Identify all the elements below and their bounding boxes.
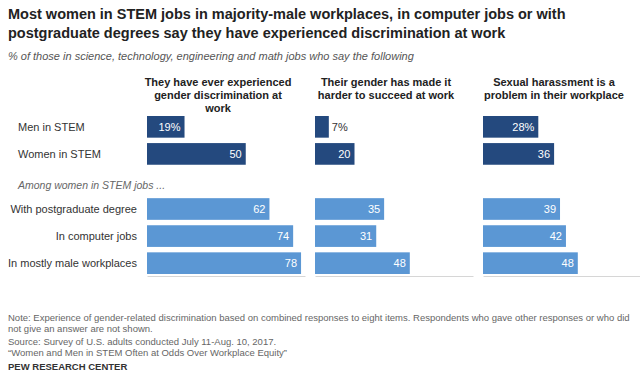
bar: [147, 143, 246, 165]
data-label: 28%: [512, 121, 534, 133]
data-label: 78: [285, 257, 297, 269]
bar: [147, 116, 185, 138]
bar-group: [315, 116, 410, 274]
note: Note: Experience of gender-related discr…: [8, 312, 630, 334]
bar: [147, 225, 293, 247]
data-label: 35: [368, 203, 380, 215]
axis-line: [148, 276, 306, 277]
bar: [315, 225, 376, 247]
chart-container: Most women in STEM jobs in majority-male…: [0, 0, 640, 375]
bar-group: [147, 116, 301, 274]
subtitle: % of those in science, technology, engin…: [8, 50, 415, 62]
bar-group: [483, 116, 578, 274]
category-label: Women in STEM: [18, 148, 101, 160]
x-axis: [148, 276, 306, 277]
data-label: 36: [538, 148, 550, 160]
data-label: 20: [338, 148, 350, 160]
data-label-group: 7% 20 35 31 48: [332, 121, 406, 269]
data-label: 31: [360, 230, 372, 242]
axis-line: [316, 276, 474, 277]
x-axis: [316, 276, 474, 277]
title: Most women in STEM jobs in majority-male…: [8, 6, 566, 41]
bar: [147, 252, 301, 274]
data-label-group: 28% 36 39 42 48: [512, 121, 574, 269]
data-label: 48: [394, 257, 406, 269]
bar: [147, 198, 269, 220]
x-axis: [484, 276, 640, 277]
data-label: 42: [550, 230, 562, 242]
credit: PEW RESEARCH CENTER: [8, 361, 127, 372]
panel-header: Sexual harassment is aproblem in their w…: [484, 76, 624, 101]
chart-svg: Most women in STEM jobs in majority-male…: [0, 0, 640, 375]
panel-header: They have ever experiencedgender discrim…: [145, 76, 292, 114]
data-label: 62: [253, 203, 265, 215]
note: “Women and Men in STEM Often at Odds Ove…: [8, 347, 287, 358]
bar: [315, 198, 384, 220]
bar: [483, 143, 554, 165]
bar: [483, 116, 538, 138]
category-label: Men in STEM: [18, 121, 85, 133]
category-label: In computer jobs: [56, 230, 138, 242]
category-label: In mostly male workplaces: [8, 257, 137, 269]
panel-header: Their gender has made itharder to succee…: [318, 76, 455, 101]
data-label-group: 19% 50 62 74 78: [158, 121, 297, 269]
data-label: 50: [230, 148, 242, 160]
bar: [483, 252, 578, 274]
bar: [315, 252, 410, 274]
note: Source: Survey of U.S. adults conducted …: [8, 336, 276, 347]
group-annotation: Among women in STEM jobs ...: [17, 179, 165, 191]
bar: [483, 225, 566, 247]
data-label: 19%: [158, 121, 180, 133]
data-label: 74: [277, 230, 289, 242]
data-label: 7%: [332, 121, 348, 133]
bar: [315, 116, 329, 138]
bar: [483, 198, 560, 220]
axis-line: [484, 276, 640, 277]
category-label: With postgraduate degree: [10, 203, 137, 215]
bar: [315, 143, 355, 165]
data-label: 39: [544, 203, 556, 215]
data-label: 48: [562, 257, 574, 269]
